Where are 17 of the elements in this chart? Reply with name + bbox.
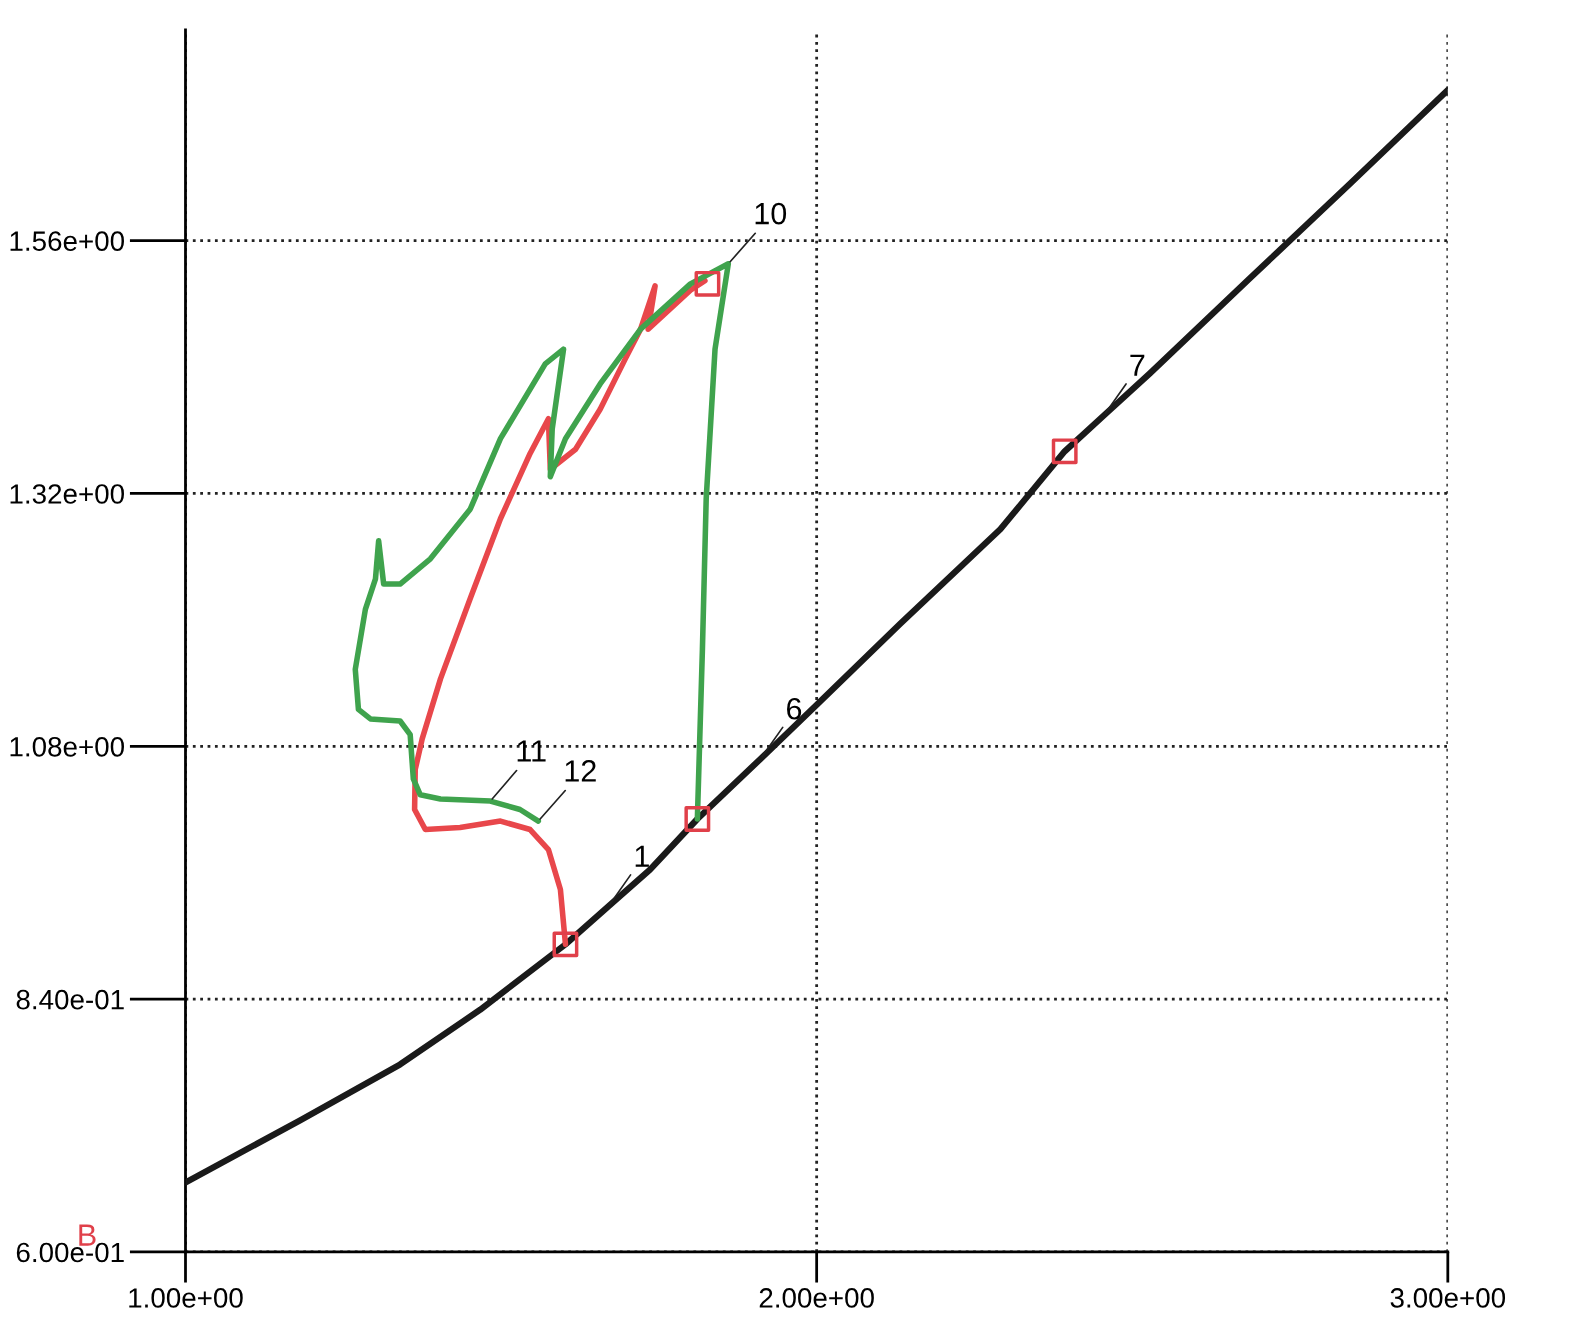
- annotation: 1: [635, 845, 649, 867]
- x-tick-label: 2.00e+00: [759, 1288, 874, 1308]
- annotation: 11: [517, 740, 546, 762]
- y-tick-label: 1.08e+00: [10, 736, 124, 757]
- point: [694, 270, 721, 297]
- y-tick-label: 8.40e-01: [16, 989, 124, 1010]
- annotation: 10: [755, 202, 787, 225]
- annotation: 7: [1130, 354, 1145, 376]
- point: [1051, 438, 1078, 465]
- annotation: 6: [787, 697, 802, 720]
- x-tick-label: 3.00e+00: [1390, 1288, 1506, 1308]
- point: [684, 806, 711, 832]
- x-tick-label: 1.00e+00: [129, 1288, 243, 1308]
- y-tick-label: 1.32e+00: [10, 484, 124, 504]
- annotation: 12: [565, 760, 596, 782]
- y-tick-label: 1.56e+00: [10, 231, 124, 251]
- point: [552, 931, 579, 958]
